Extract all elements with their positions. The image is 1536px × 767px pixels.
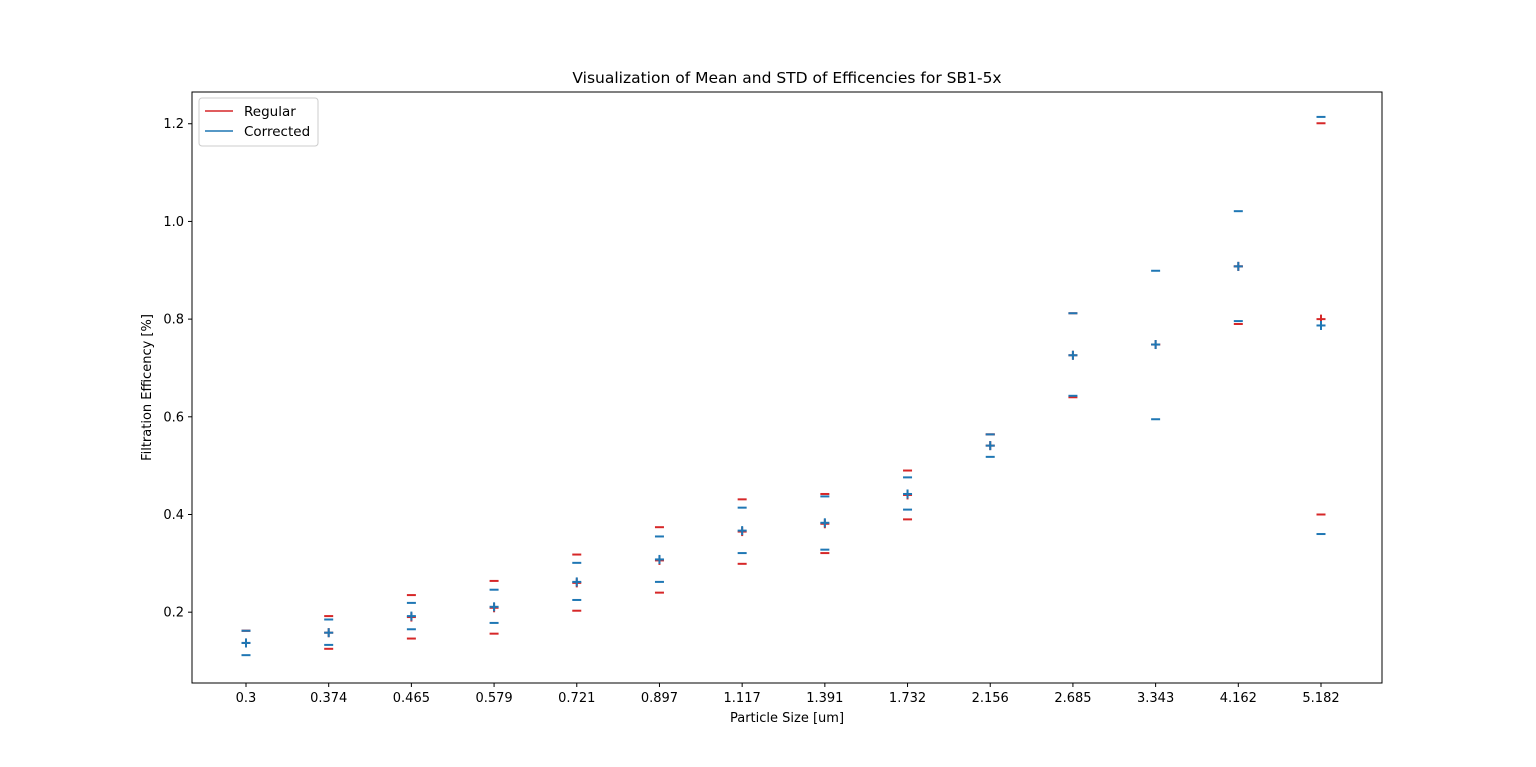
mean-point — [903, 489, 913, 499]
x-tick-label: 4.162 — [1220, 691, 1257, 706]
x-tick-label: 3.343 — [1137, 691, 1174, 706]
mean-point — [1068, 350, 1078, 360]
y-tick-label: 1.2 — [163, 117, 184, 132]
mean-point — [654, 554, 664, 564]
x-tick-label: 2.685 — [1054, 691, 1091, 706]
y-tick-label: 0.2 — [163, 606, 184, 621]
legend-box — [198, 97, 319, 147]
x-tick-label: 0.579 — [475, 691, 512, 706]
chart-title: Visualization of Mean and STD of Efficen… — [572, 69, 1001, 87]
legend-label-corrected: Corrected — [244, 124, 310, 140]
plot-frame — [191, 91, 1383, 684]
x-tick-label: 1.391 — [806, 691, 843, 706]
mean-point — [489, 602, 499, 612]
mean-point — [737, 526, 747, 536]
mean-point — [324, 628, 334, 638]
legend-label-regular: Regular — [244, 104, 296, 120]
x-tick-label: 0.897 — [641, 691, 678, 706]
plot-area — [191, 91, 1383, 684]
y-tick-label: 1.0 — [163, 215, 184, 230]
y-tick-label: 0.8 — [163, 313, 184, 328]
x-tick-label: 5.182 — [1302, 691, 1339, 706]
mean-point — [1316, 320, 1326, 330]
y-axis-label: Filtration Efficency [%] — [140, 314, 155, 461]
x-tick-label: 2.156 — [972, 691, 1009, 706]
mean-point — [406, 611, 416, 621]
data-marks — [241, 115, 1326, 657]
mean-point — [1151, 340, 1161, 350]
x-tick-label: 1.117 — [724, 691, 761, 706]
y-tick-label: 0.6 — [163, 410, 184, 425]
x-tick-label: 0.3 — [236, 691, 257, 706]
mean-point — [820, 518, 830, 528]
mean-point — [572, 577, 582, 587]
mean-point — [1233, 261, 1243, 271]
x-axis-label: Particle Size [um] — [730, 711, 844, 726]
x-tick-label: 0.374 — [310, 691, 347, 706]
mean-point — [985, 441, 995, 451]
x-tick-label: 1.732 — [889, 691, 926, 706]
legend: Regular Corrected — [198, 97, 319, 147]
y-axis: 0.2 0.4 0.6 0.8 1.0 1.2 — [163, 117, 192, 621]
x-axis: 0.3 0.374 0.465 0.579 0.721 0.897 1.117 1.391 1.… — [236, 683, 1340, 706]
mean-point — [241, 638, 251, 648]
series-corrected — [241, 115, 1326, 657]
x-tick-label: 0.721 — [558, 691, 595, 706]
y-tick-label: 0.4 — [163, 508, 184, 523]
x-tick-label: 0.465 — [393, 691, 430, 706]
